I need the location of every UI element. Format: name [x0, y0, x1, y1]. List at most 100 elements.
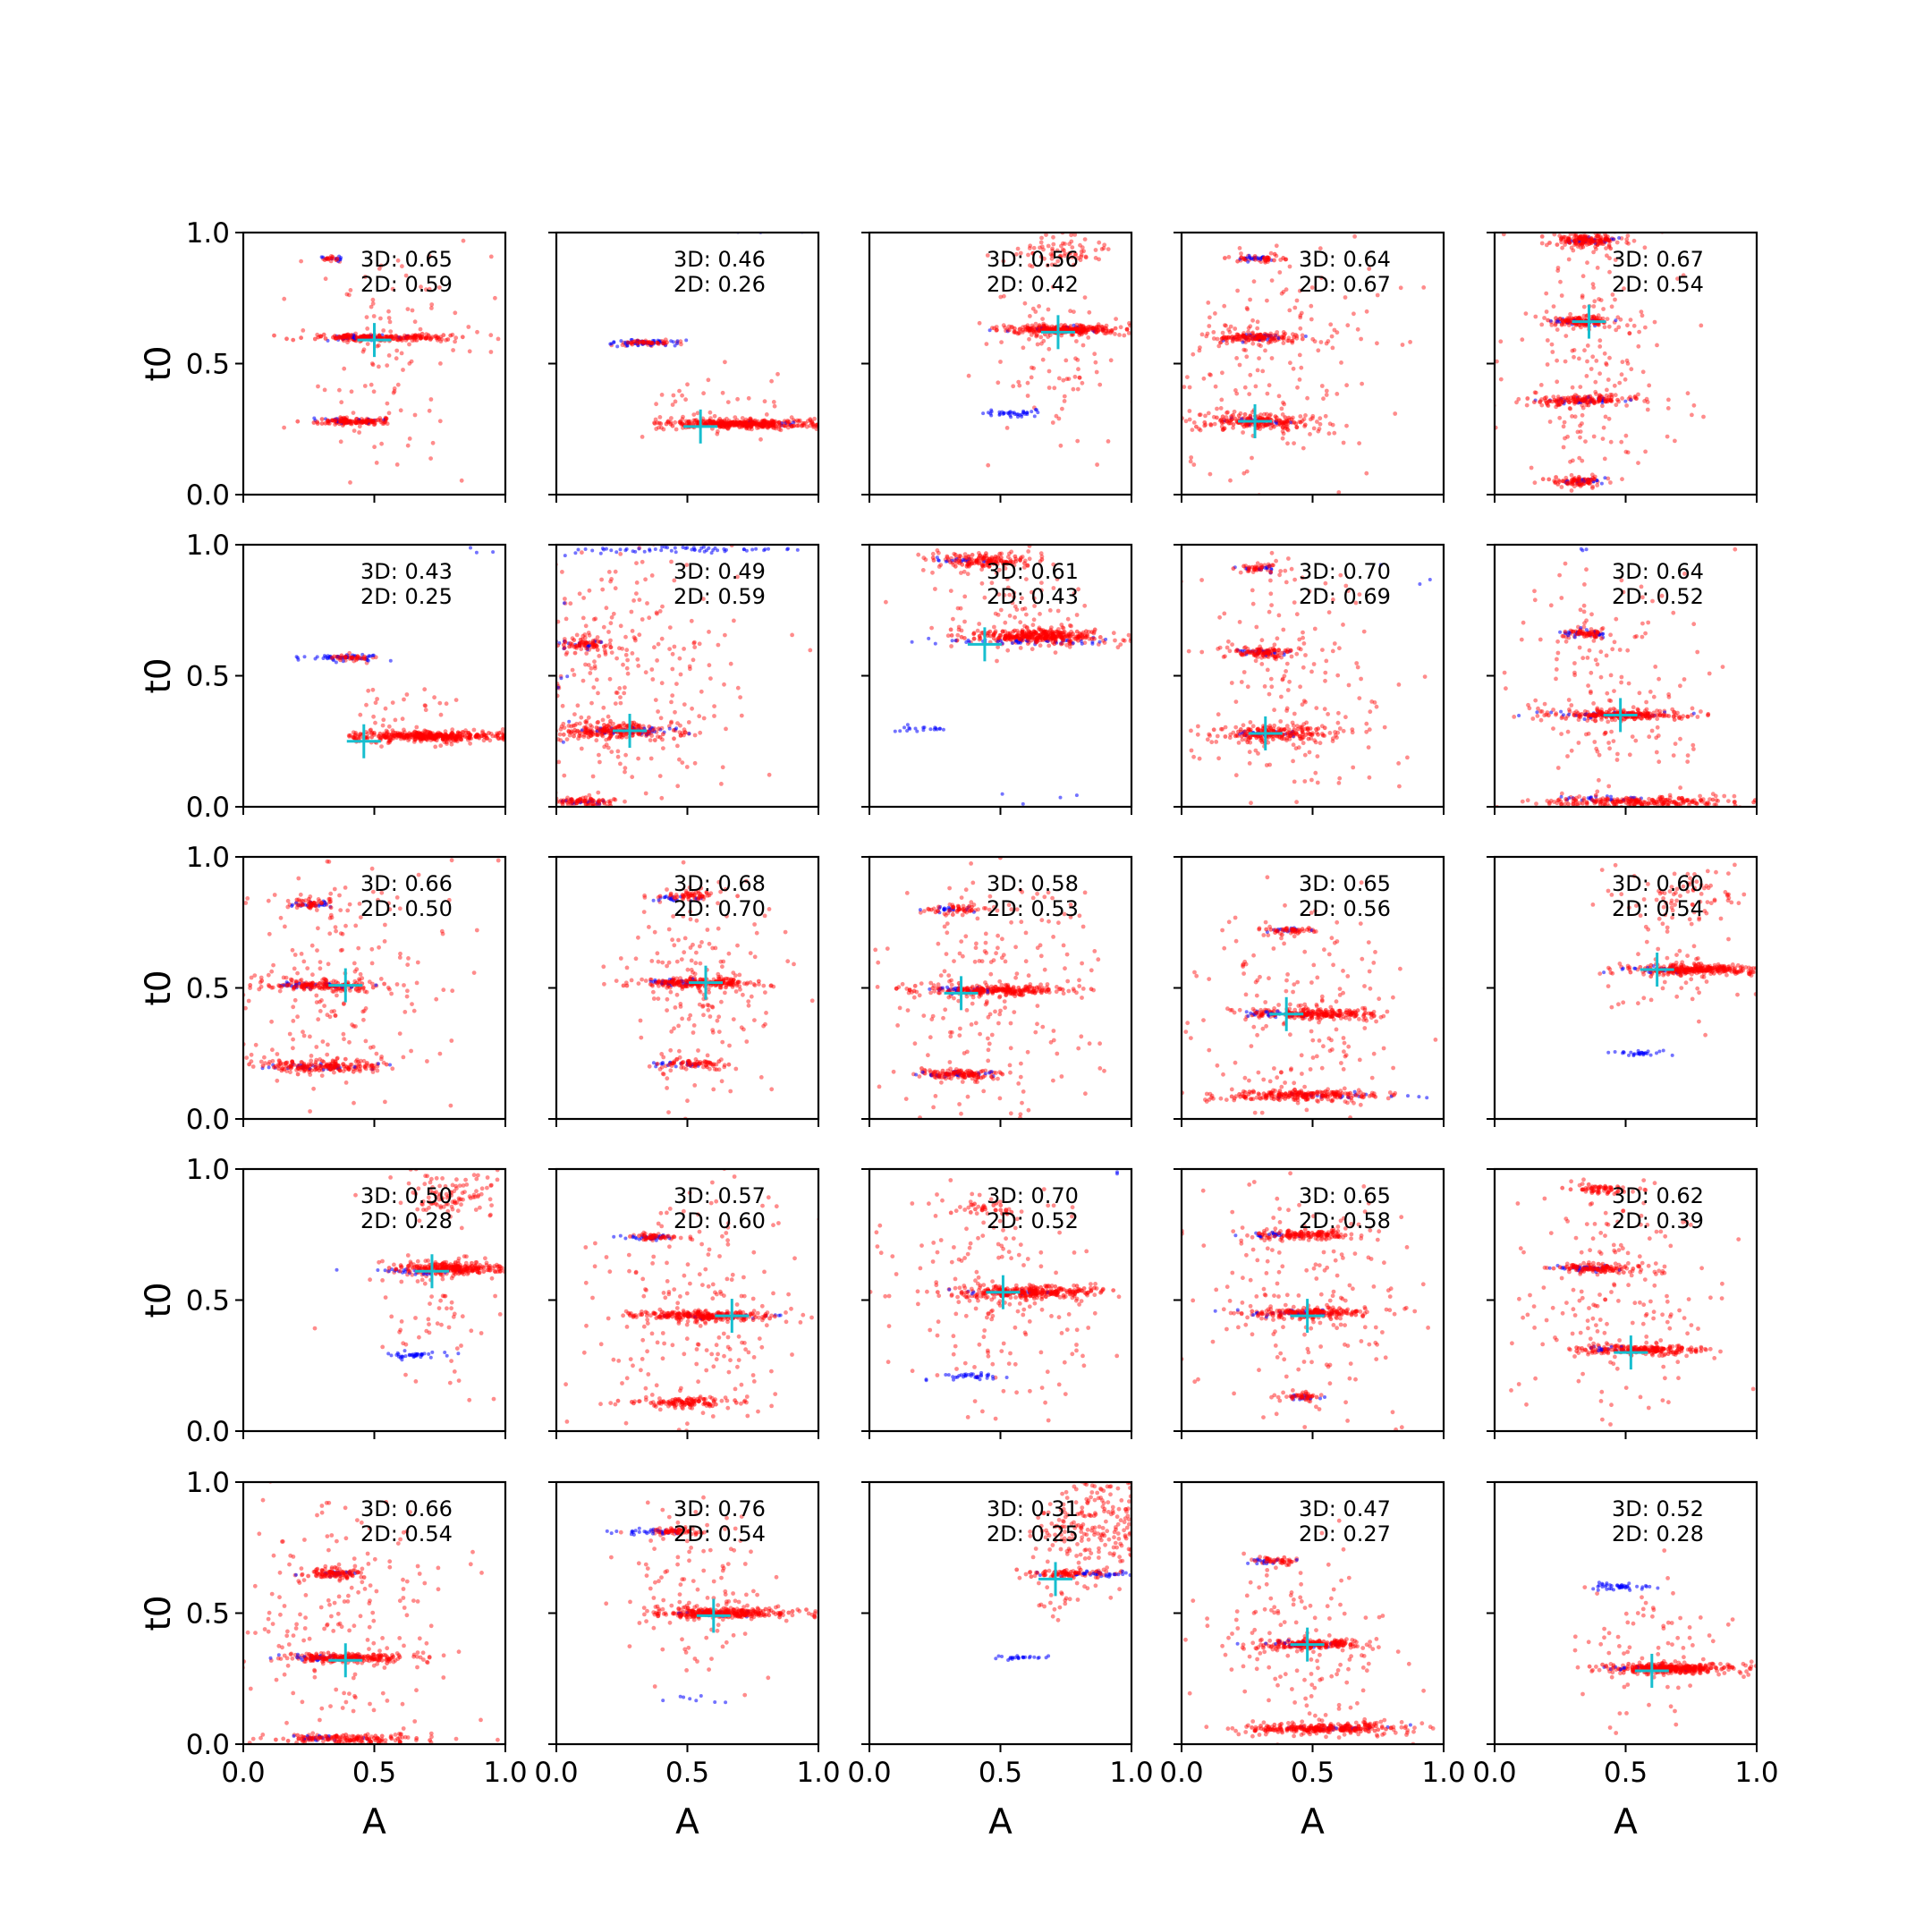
- point-2d: [616, 724, 622, 729]
- point-2d: [625, 657, 630, 663]
- point-2d: [648, 738, 653, 742]
- point-2d: [1616, 325, 1622, 330]
- point-2d: [1012, 595, 1016, 599]
- point-2d: [344, 333, 349, 338]
- point-2d: [1579, 398, 1584, 402]
- point-2d: [1589, 214, 1594, 218]
- point-2d: [1077, 375, 1082, 380]
- point-2d: [965, 572, 970, 577]
- point-2d: [1287, 308, 1292, 313]
- point-2d: [551, 644, 555, 648]
- point-3d: [562, 601, 566, 606]
- point-2d: [1038, 245, 1042, 250]
- point-2d: [1005, 648, 1011, 653]
- point-2d: [1624, 240, 1630, 245]
- point-2d: [664, 421, 669, 427]
- point-2d: [561, 721, 566, 726]
- point-2d: [1183, 419, 1189, 424]
- point-2d: [1039, 235, 1044, 241]
- point-3d: [1007, 411, 1012, 414]
- point-2d: [1068, 309, 1072, 314]
- point-2d: [572, 650, 578, 656]
- point-2d: [691, 421, 696, 427]
- point-2d: [636, 724, 641, 729]
- point-2d: [1066, 377, 1072, 381]
- point-2d: [607, 641, 613, 647]
- point-2d: [621, 815, 625, 819]
- point-2d: [591, 617, 597, 622]
- point-2d: [550, 557, 555, 562]
- point-2d: [1030, 250, 1035, 256]
- point-2d: [1156, 420, 1160, 425]
- point-2d: [1031, 245, 1037, 250]
- point-2d: [1031, 366, 1036, 371]
- point-2d: [1064, 377, 1070, 382]
- point-2d: [1066, 251, 1072, 256]
- annotation-2d: 2D: 0.25: [360, 584, 453, 609]
- point-2d: [1568, 311, 1572, 317]
- point-2d: [1039, 341, 1044, 346]
- point-2d: [1345, 323, 1351, 328]
- point-3d: [1629, 398, 1633, 402]
- point-2d: [620, 343, 625, 348]
- point-2d: [1258, 343, 1263, 349]
- point-2d: [1079, 249, 1084, 254]
- scatter-points: [884, 545, 1131, 806]
- point-2d: [394, 356, 399, 361]
- point-3d: [1614, 318, 1618, 323]
- point-2d: [406, 738, 411, 743]
- point-3d: [599, 640, 604, 644]
- point-2d: [672, 644, 677, 649]
- point-2d: [395, 258, 401, 263]
- point-2d: [1063, 358, 1069, 363]
- point-2d: [1020, 606, 1025, 612]
- point-2d: [1049, 625, 1054, 630]
- point-2d: [1263, 259, 1267, 265]
- point-2d: [588, 671, 593, 675]
- point-2d: [580, 550, 584, 555]
- point-2d: [1549, 342, 1555, 347]
- point-2d: [682, 647, 686, 651]
- point-2d: [1556, 207, 1561, 211]
- point-2d: [1298, 313, 1303, 318]
- point-2d: [1228, 324, 1233, 329]
- point-2d: [599, 577, 604, 582]
- point-2d: [559, 724, 564, 729]
- point-2d: [561, 823, 565, 827]
- point-2d: [1606, 377, 1611, 382]
- point-3d: [913, 726, 918, 731]
- point-2d: [410, 308, 415, 313]
- point-2d: [1215, 415, 1219, 420]
- point-2d: [725, 426, 730, 431]
- point-2d: [1051, 242, 1056, 247]
- point-2d: [722, 682, 726, 687]
- point-2d: [1041, 323, 1046, 328]
- point-2d: [1627, 331, 1632, 335]
- point-2d: [369, 361, 375, 366]
- point-2d: [1301, 445, 1306, 451]
- point-2d: [1002, 293, 1006, 299]
- point-2d: [1060, 625, 1065, 630]
- point-2d: [1613, 258, 1618, 262]
- point-2d: [655, 658, 659, 663]
- point-2d: [357, 430, 361, 435]
- point-2d: [350, 655, 354, 660]
- point-2d: [1041, 247, 1046, 252]
- point-2d: [579, 647, 584, 652]
- point-2d: [681, 414, 685, 419]
- annotation-2d: 2D: 0.26: [674, 272, 766, 297]
- point-2d: [301, 328, 306, 333]
- y-axis-label: t0: [139, 345, 179, 381]
- point-2d: [630, 775, 635, 780]
- point-2d: [390, 728, 395, 733]
- point-2d: [362, 275, 368, 279]
- point-2d: [1013, 614, 1017, 620]
- point-2d: [1608, 397, 1614, 402]
- point-2d: [1029, 333, 1034, 337]
- point-2d: [355, 654, 360, 659]
- point-2d: [1253, 384, 1258, 389]
- point-2d: [444, 701, 449, 707]
- annotation-3d: 3D: 0.64: [1299, 247, 1391, 272]
- point-2d: [929, 625, 934, 631]
- point-2d: [316, 384, 320, 389]
